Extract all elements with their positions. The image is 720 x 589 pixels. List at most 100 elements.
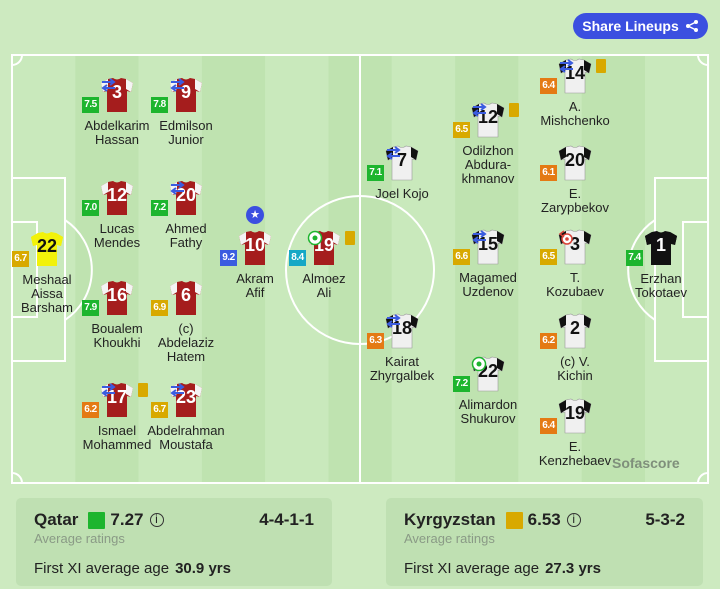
player-rating: 7.2 xyxy=(151,200,168,216)
player-of-the-match-star-icon: ★ xyxy=(246,206,264,224)
player-name: Odilzhon Abdura- khmanov xyxy=(461,143,515,186)
share-lineups-button[interactable]: Share Lineups xyxy=(573,13,708,39)
player-rating: 7.4 xyxy=(626,250,643,266)
home-team-summary: Qatar 7.27 i 4-4-1-1 Average ratings Fir… xyxy=(16,498,332,586)
info-icon[interactable]: i xyxy=(566,513,581,527)
jersey-icon: 14 6.4 xyxy=(540,58,606,94)
away-average-rating: 6.53 xyxy=(527,510,561,529)
player-name: (c) Abdelaziz Hatem xyxy=(157,321,215,364)
player-rating: 7.5 xyxy=(82,97,99,113)
player-away[interactable]: 20 6.1 E. Zarypbekov xyxy=(520,145,630,215)
yellow-card-icon xyxy=(138,383,148,397)
player-home[interactable]: 3 7.5 Abdelkarim Hassan xyxy=(62,77,172,147)
yellow-card-icon xyxy=(345,231,355,245)
player-rating: 6.5 xyxy=(540,249,557,265)
home-average-age: 30.9 yrs xyxy=(175,560,231,577)
substitution-icon xyxy=(472,230,487,244)
player-home[interactable]: 22 6.7 Meshaal Aissa Barsham xyxy=(0,231,102,315)
jersey-number: 3 xyxy=(569,234,580,254)
substitution-icon xyxy=(559,59,574,73)
jersey-number: 1 xyxy=(655,235,666,255)
jersey-icon: 19 6.4 xyxy=(540,398,592,434)
jersey-number: 12 xyxy=(106,185,128,205)
jersey-icon: 22 6.7 xyxy=(12,231,64,267)
jersey-icon: 3 6.5 xyxy=(540,229,592,265)
player-name: Boualem Khoukhi xyxy=(91,321,143,350)
substitution-icon xyxy=(101,78,116,92)
jersey-icon: 7 7.1 xyxy=(367,145,419,181)
player-rating: 6.9 xyxy=(151,300,168,316)
player-rating: 6.4 xyxy=(540,418,557,434)
jersey-icon: 16 7.9 xyxy=(82,280,134,316)
player-rating: 6.5 xyxy=(453,122,470,138)
jersey-icon: 2 6.2 xyxy=(540,313,592,349)
player-home[interactable]: 17 6.2 Ismael Mohammed xyxy=(62,382,172,452)
info-icon[interactable]: i xyxy=(149,513,164,527)
player-name: E. Zarypbekov xyxy=(541,186,609,215)
player-away[interactable]: 2 6.2 (c) V. Kichin xyxy=(520,313,630,383)
player-away[interactable]: 22 7.2 Alimardon Shukurov xyxy=(433,356,543,426)
player-away[interactable]: 18 6.3 Kairat Zhyrgalbek xyxy=(347,313,457,383)
player-away[interactable]: 15 6.6 Magamed Uzdenov xyxy=(433,229,543,299)
jersey-icon: 15 6.6 xyxy=(453,229,505,265)
player-away[interactable]: 14 6.4 A. Mishchenko xyxy=(520,58,630,128)
home-age-label: First XI average age xyxy=(34,560,170,577)
player-name: A. Mishchenko xyxy=(540,99,610,128)
player-away[interactable]: 3 6.5 T. Kozubaev xyxy=(520,229,630,299)
player-away[interactable]: 1 7.4 Erzhan Tokotaev xyxy=(606,230,716,300)
substitution-icon xyxy=(170,181,185,195)
share-icon xyxy=(685,20,698,32)
jersey-number: 20 xyxy=(564,150,586,170)
player-name: (c) V. Kichin xyxy=(557,354,593,383)
jersey-number: 10 xyxy=(244,235,266,255)
away-team-name: Kyrgyzstan xyxy=(404,510,496,529)
jersey-icon: 6 6.9 xyxy=(151,280,203,316)
player-rating: 6.7 xyxy=(151,402,168,418)
player-away[interactable]: 12 6.5 Odilzhon Abdura- khmanov xyxy=(433,102,543,186)
player-name: Ismael Mohammed xyxy=(82,423,152,452)
sofascore-watermark: Sofascore xyxy=(612,455,680,471)
player-home[interactable]: 20 7.2 Ahmed Fathy xyxy=(131,180,241,250)
jersey-number: 16 xyxy=(106,285,128,305)
share-lineups-label: Share Lineups xyxy=(582,18,679,34)
player-rating: 6.2 xyxy=(82,402,99,418)
player-home[interactable]: 12 7.0 Lucas Mendes xyxy=(62,180,172,250)
pitch: 22 6.7 Meshaal Aissa Barsham 3 7.5 Abdel… xyxy=(0,45,720,490)
jersey-number: 3 xyxy=(111,82,122,102)
player-name: Almoez Ali xyxy=(302,271,346,300)
away-formation: 5-3-2 xyxy=(645,510,685,529)
away-age-label: First XI average age xyxy=(404,560,540,577)
substitution-icon xyxy=(170,78,185,92)
player-home[interactable]: 19 8.4 Almoez Ali xyxy=(269,230,379,300)
jersey-icon: 20 6.1 xyxy=(540,145,592,181)
player-name: Akram Afif xyxy=(236,271,274,300)
player-rating: 7.8 xyxy=(151,97,168,113)
player-name: Erzhan Tokotaev xyxy=(634,271,688,300)
player-name: Edmilson Junior xyxy=(159,118,213,147)
player-home[interactable]: 9 7.8 Edmilson Junior xyxy=(131,77,241,147)
player-name: Abdelrahman Moustafa xyxy=(147,423,225,452)
player-rating: 9.2 xyxy=(220,250,237,266)
jersey-icon: 19 8.4 xyxy=(289,230,355,266)
player-home[interactable]: 16 7.9 Boualem Khoukhi xyxy=(62,280,172,350)
home-formation: 4-4-1-1 xyxy=(259,510,314,529)
player-rating: 7.0 xyxy=(82,200,99,216)
away-team-summary: Kyrgyzstan 6.53 i 5-3-2 Average ratings … xyxy=(386,498,703,586)
away-average-ratings-label: Average ratings xyxy=(404,531,495,546)
player-away[interactable]: 19 6.4 E. Kenzhebaev xyxy=(520,398,630,468)
player-home[interactable]: 6 6.9 (c) Abdelaziz Hatem xyxy=(131,280,241,364)
jersey-icon: 3 7.5 xyxy=(82,77,134,113)
player-rating: 6.7 xyxy=(12,251,29,267)
jersey-icon: 18 6.3 xyxy=(367,313,419,349)
player-home[interactable]: 23 6.7 Abdelrahman Moustafa xyxy=(131,382,241,452)
jersey-number: 9 xyxy=(180,82,191,102)
substitution-icon xyxy=(101,383,116,397)
own-goal-icon xyxy=(558,230,573,245)
player-home[interactable]: 10 9.2 ★ Akram Afif xyxy=(200,206,310,300)
jersey-icon: 12 7.0 xyxy=(82,180,134,216)
substitution-icon xyxy=(386,146,401,160)
player-name: Kairat Zhyrgalbek xyxy=(369,354,435,383)
player-away[interactable]: 7 7.1 Joel Kojo xyxy=(347,145,457,201)
jersey-icon: 9 7.8 xyxy=(151,77,203,113)
jersey-icon: 12 6.5 xyxy=(453,102,519,138)
